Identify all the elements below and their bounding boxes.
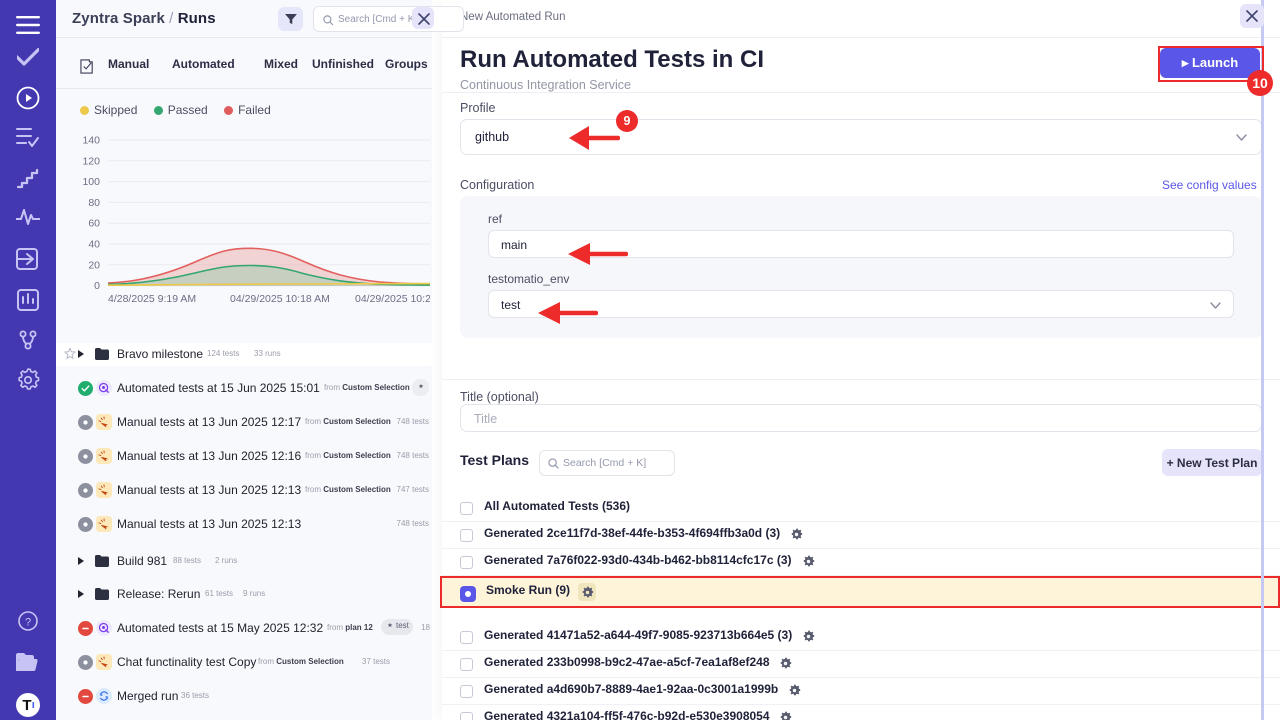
svg-text:04/29/2025 10:18 AM: 04/29/2025 10:18 AM	[230, 293, 330, 305]
svg-text:04/29/2025 10:29 AM: 04/29/2025 10:29 AM	[355, 293, 430, 305]
svg-text:40: 40	[88, 239, 100, 251]
svg-text:0: 0	[94, 280, 100, 292]
svg-text:T: T	[22, 697, 31, 714]
svg-text:?: ?	[25, 617, 31, 629]
svg-text:80: 80	[88, 197, 100, 209]
svg-text:20: 20	[88, 259, 100, 271]
svg-text:120: 120	[82, 155, 100, 167]
svg-text:60: 60	[88, 218, 100, 230]
svg-text:100: 100	[82, 176, 100, 188]
svg-text:4/28/2025 9:19 AM: 4/28/2025 9:19 AM	[108, 293, 196, 305]
svg-text:140: 140	[82, 135, 100, 147]
